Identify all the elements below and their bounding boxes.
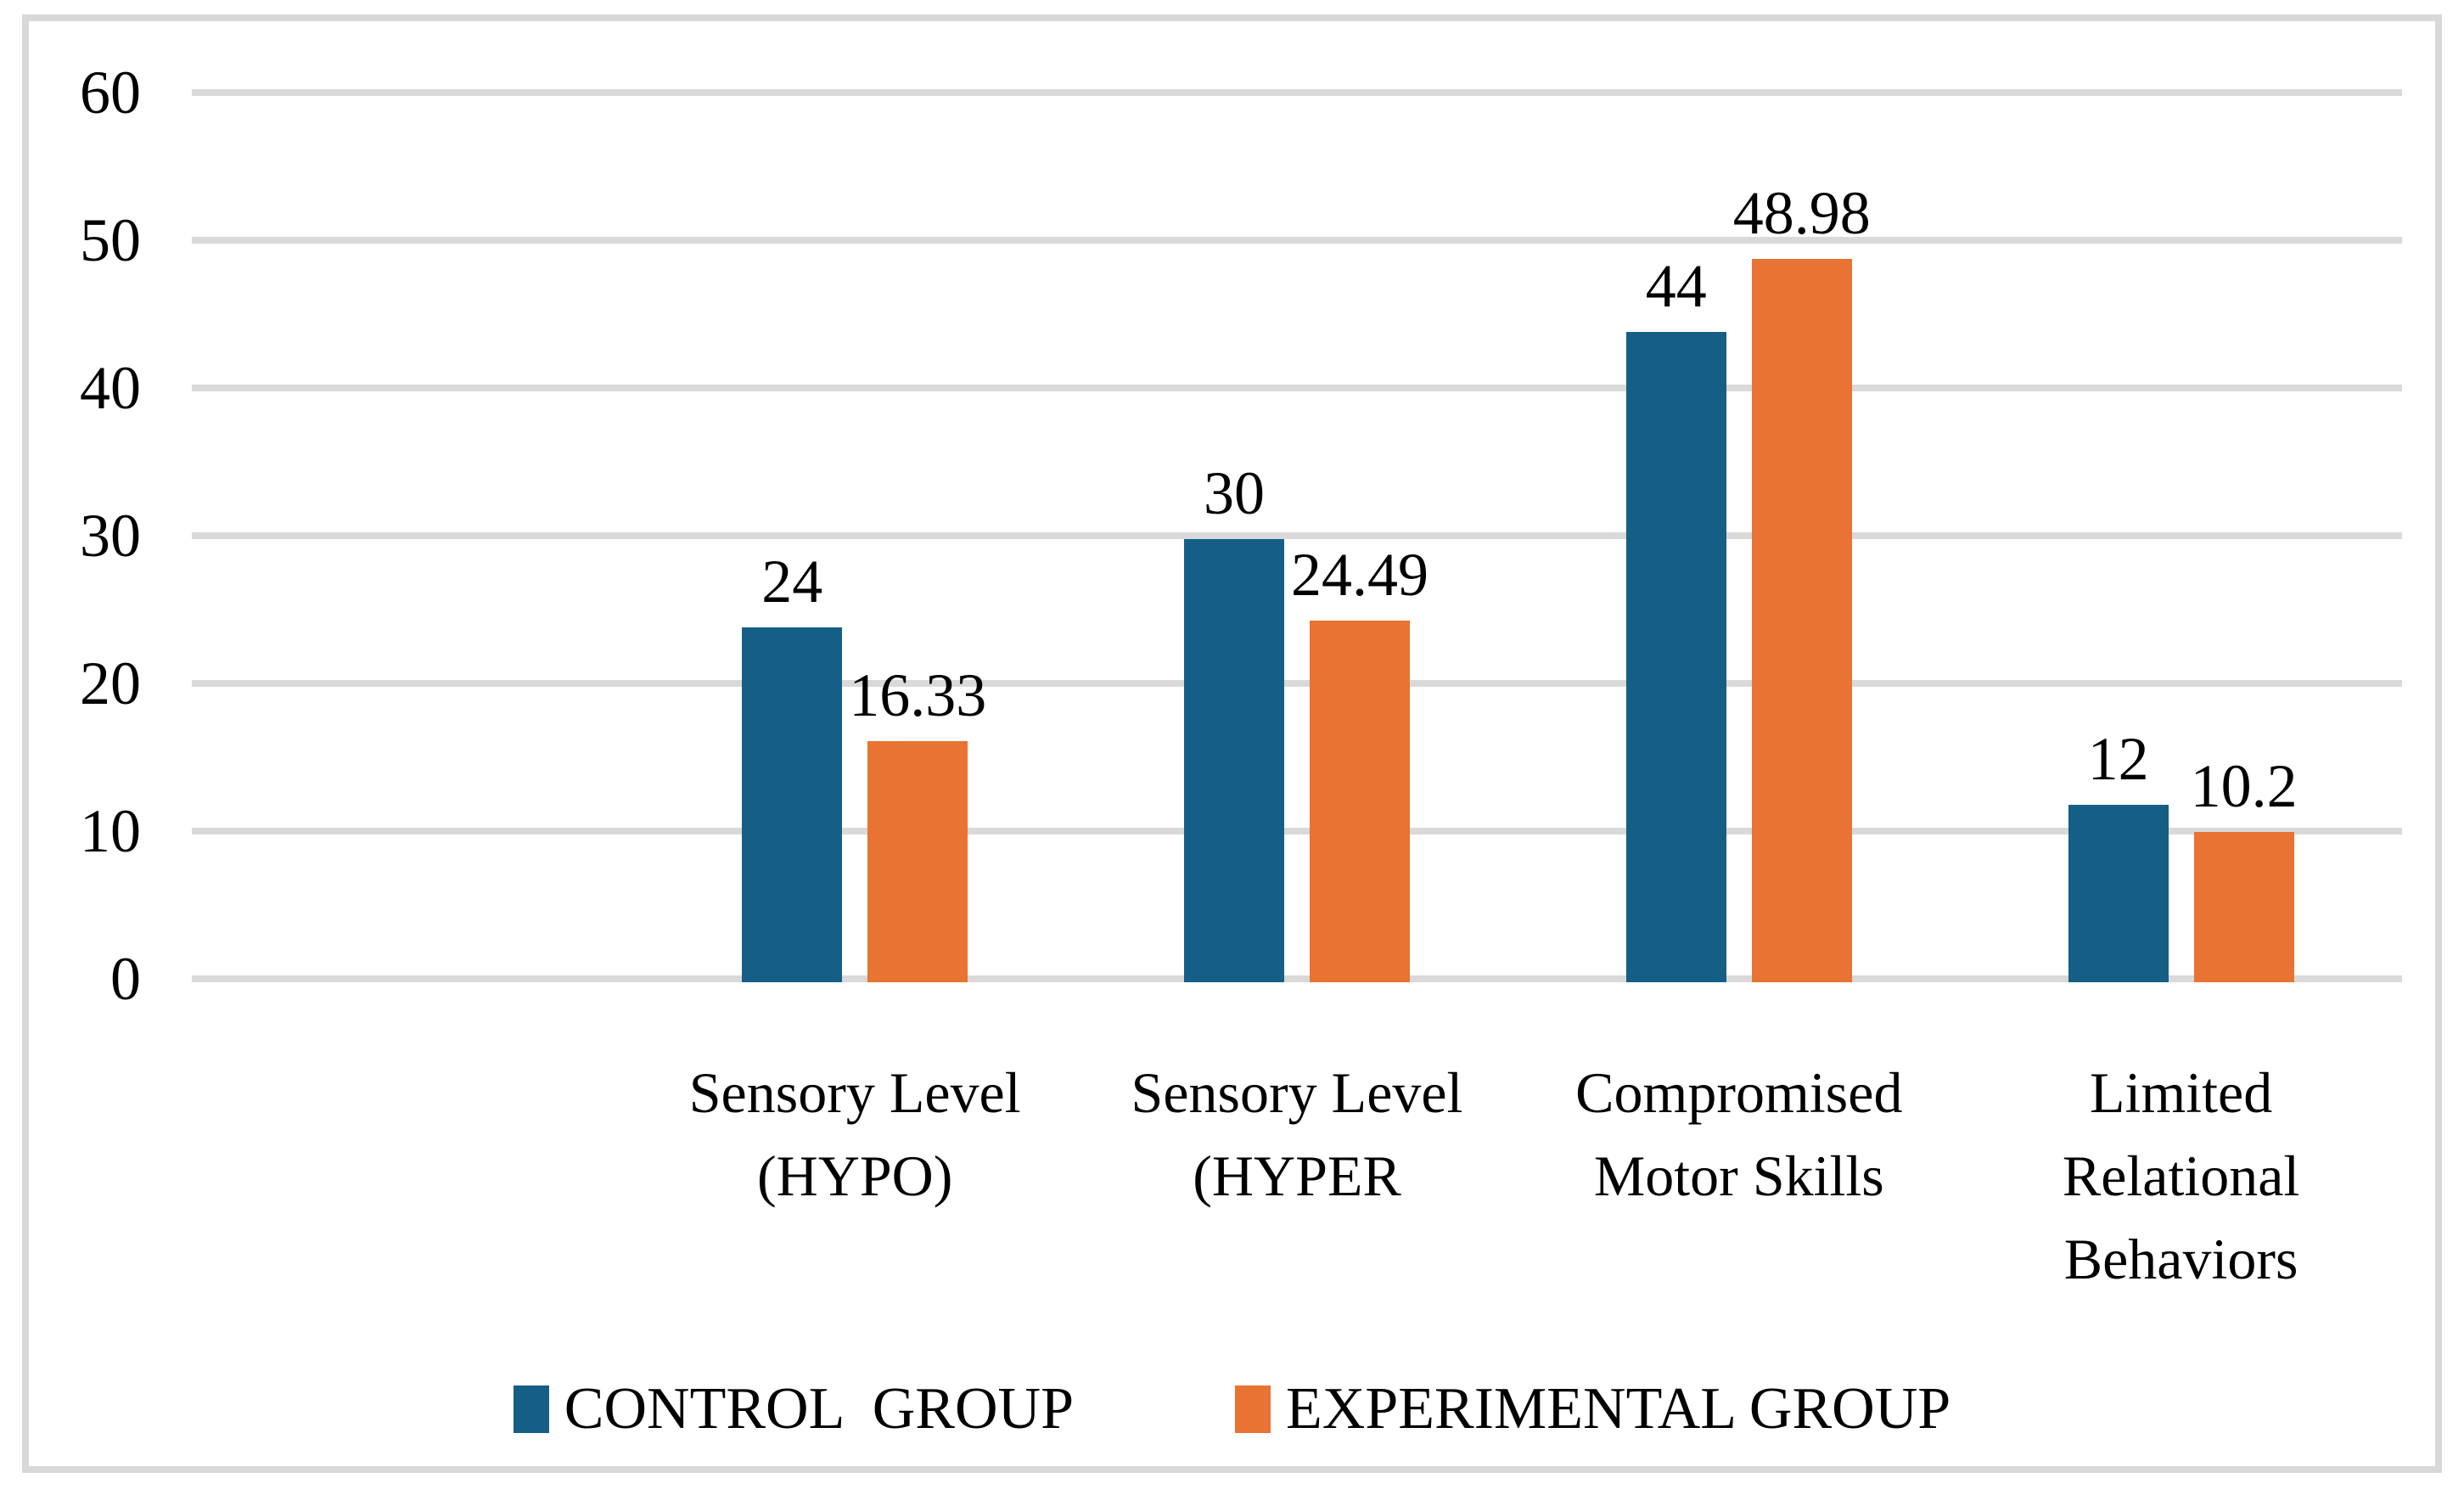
data-label-control-group-3: 12 (2087, 725, 2149, 794)
legend-marker-experimental-group (1235, 1385, 1271, 1433)
data-label-control-group-0: 24 (761, 548, 823, 616)
category-label-2: Compromised Motor Skills (1575, 1060, 1903, 1208)
gridline-30 (192, 532, 2402, 539)
data-label-experimental-group-3: 10.2 (2190, 751, 2298, 820)
y-tick-label-30: 30 (80, 502, 141, 570)
gridline-60 (192, 89, 2402, 96)
gridline-50 (192, 237, 2402, 244)
legend-item-control-group: CONTROL GROUP (513, 1376, 1075, 1442)
y-tick-label-10: 10 (80, 797, 141, 865)
gridline-40 (192, 385, 2402, 391)
y-tick-label-50: 50 (80, 206, 141, 274)
gridline-10 (192, 828, 2402, 835)
category-label-0: Sensory Level (HYPO) (688, 1060, 1021, 1208)
legend-marker-control-group (513, 1385, 549, 1433)
data-label-experimental-group-2: 48.98 (1732, 178, 1871, 247)
category-label-3: Limited Relational Behaviors (2062, 1060, 2300, 1291)
legend-label-experimental-group: EXPERIMENTAL GROUP (1286, 1376, 1951, 1442)
legend: CONTROL GROUP EXPERIMENTAL GROUP (0, 1358, 2464, 1460)
bar-control-group-0 (742, 627, 843, 982)
bar-experimental-group-0 (867, 740, 968, 982)
data-label-control-group-2: 44 (1645, 252, 1707, 321)
data-label-control-group-1: 30 (1204, 459, 1265, 527)
bar-experimental-group-2 (1751, 258, 1852, 982)
bar-control-group-3 (2068, 805, 2169, 982)
bar-control-group-2 (1625, 332, 1726, 982)
gridline-0 (192, 975, 2402, 982)
y-tick-label-0: 0 (110, 945, 141, 1013)
category-label-1: Sensory Level (HYPER (1131, 1060, 1463, 1208)
legend-label-control-group: CONTROL GROUP (564, 1376, 1075, 1442)
gridline-20 (192, 680, 2402, 687)
legend-item-experimental-group: EXPERIMENTAL GROUP (1235, 1378, 1950, 1441)
bar-experimental-group-1 (1310, 620, 1410, 982)
data-label-experimental-group-1: 24.49 (1291, 540, 1428, 609)
bar-control-group-1 (1184, 539, 1284, 982)
data-label-experimental-group-0: 16.33 (849, 660, 987, 729)
y-tick-label-40: 40 (80, 354, 141, 422)
bar-experimental-group-3 (2193, 831, 2294, 982)
y-tick-label-20: 20 (80, 649, 141, 717)
y-tick-label-60: 60 (80, 59, 141, 126)
